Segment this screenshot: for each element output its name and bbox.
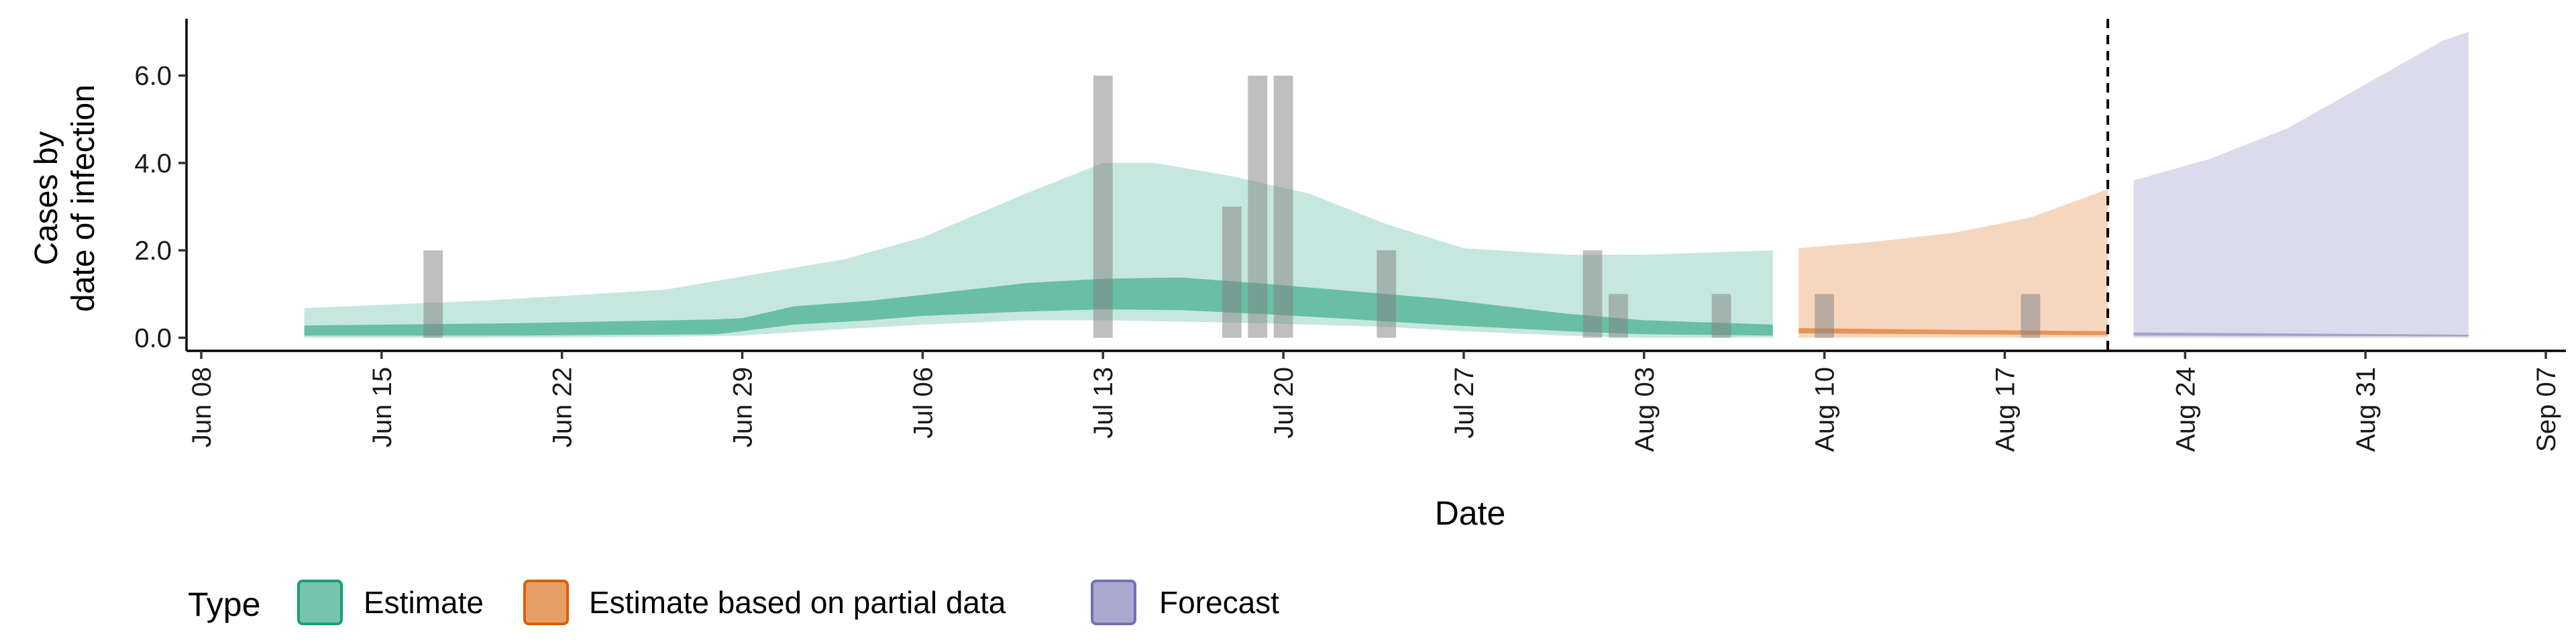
legend-key-2 (1091, 580, 1136, 625)
x-tick-label-4: Jul 06 (908, 367, 938, 439)
x-tick-label-12: Aug 31 (2351, 367, 2381, 452)
x-tick-label-8: Aug 03 (1630, 367, 1660, 452)
case-bar-2020-08-01 (1582, 250, 1603, 338)
legend-label-0: Estimate (364, 585, 484, 620)
case-bar-2020-08-06 (1711, 294, 1731, 338)
x-tick-label-1: Jun 15 (368, 367, 397, 447)
y-tick-label-2: 4.0 (134, 149, 172, 178)
legend: Type Estimate Estimate based on partial d… (188, 580, 1279, 625)
observed-case-bars (423, 75, 2041, 338)
x-tick-label-11: Aug 24 (2171, 367, 2200, 452)
case-bar-2020-07-19 (1248, 75, 1268, 338)
x-tick-label-0: Jun 08 (187, 367, 217, 447)
band-outer-estimate-based-on-partial-data (1799, 189, 2108, 338)
y-tick-label-0: 0.0 (134, 323, 172, 353)
y-tick-label-3: 6.0 (134, 62, 172, 91)
y-axis-title-line-2: date of infection (66, 85, 101, 312)
x-tick-label-6: Jul 20 (1269, 367, 1299, 439)
case-bar-2020-07-20 (1273, 75, 1293, 338)
legend-label-2: Forecast (1159, 585, 1279, 620)
case-bar-2020-06-17 (423, 250, 443, 338)
legend-key-1 (523, 580, 569, 625)
band-inner-estimate (304, 277, 1773, 336)
band-inner-forecast (2133, 332, 2469, 337)
legend-key-0 (297, 580, 343, 625)
band-outer-forecast (2133, 32, 2469, 338)
x-tick-label-5: Jul 13 (1089, 367, 1118, 439)
x-tick-label-3: Jun 29 (729, 367, 758, 447)
case-bar-2020-07-18 (1222, 207, 1242, 338)
case-bar-2020-07-13 (1093, 75, 1113, 338)
case-bar-2020-08-10 (1815, 294, 1834, 338)
band-outer-estimate (304, 162, 1773, 338)
case-bar-2020-08-18 (2021, 294, 2041, 338)
x-tick-label-7: Jul 27 (1450, 367, 1479, 439)
case-bar-2020-08-02 (1609, 294, 1628, 338)
legend-label-1: Estimate based on partial data (589, 585, 1006, 620)
legend-title: Type (188, 586, 260, 623)
x-tick-label-13: Sep 07 (2532, 367, 2561, 452)
case-bar-2020-07-24 (1377, 250, 1397, 338)
x-tick-label-9: Aug 10 (1811, 367, 1840, 452)
x-tick-label-2: Jun 22 (548, 367, 578, 447)
y-tick-label-1: 2.0 (134, 236, 172, 266)
axes: 0.0 2.0 4.0 6.0 Jun 08 Jun 15 Jun 22 Jun 29 Jul … (134, 19, 2566, 452)
x-axis-title: Date (1435, 494, 1506, 532)
x-tick-label-10: Aug 17 (1991, 367, 2021, 452)
y-axis-title-line-1: Cases by (29, 131, 64, 265)
